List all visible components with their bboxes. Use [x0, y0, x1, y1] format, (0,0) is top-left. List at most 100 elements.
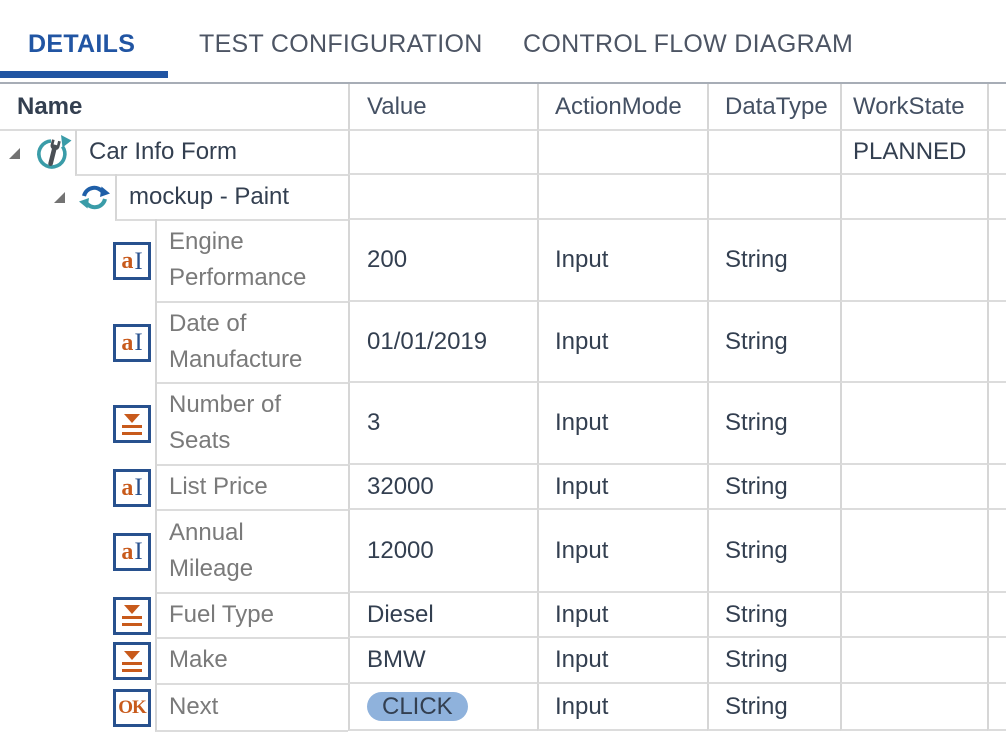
column-header-actionmode[interactable]: ActionMode: [537, 84, 707, 131]
tab-details[interactable]: DETAILS: [28, 30, 136, 58]
value-cell[interactable]: 12000: [348, 510, 537, 593]
workstate-cell[interactable]: [840, 593, 987, 638]
tab-test-configuration[interactable]: TEST CONFIGURATION: [199, 30, 483, 58]
value-cell[interactable]: BMW: [348, 638, 537, 684]
name-cell: mockup - Paint: [0, 174, 348, 221]
datatype-cell[interactable]: String: [707, 638, 840, 684]
spacer-cell: [987, 593, 1006, 638]
actionmode-cell[interactable]: Input: [537, 684, 707, 731]
actionmode-cell[interactable]: Input: [537, 220, 707, 302]
datatype-cell[interactable]: [707, 175, 840, 220]
workstate-cell[interactable]: [840, 684, 987, 731]
value-cell[interactable]: Diesel: [348, 593, 537, 638]
spacer-cell: [987, 638, 1006, 684]
workstate-cell[interactable]: [840, 465, 987, 510]
value-cell[interactable]: [348, 175, 537, 220]
spacer-cell: [987, 302, 1006, 383]
spacer-cell: [987, 684, 1006, 731]
workstate-cell[interactable]: [840, 510, 987, 593]
expand-collapse-icon[interactable]: [8, 147, 21, 160]
step-name-label: Date of Manufacture: [169, 309, 303, 373]
spacer-cell: [987, 220, 1006, 302]
table-row[interactable]: Car Info Form PLANNED: [0, 130, 1006, 176]
spacer-cell: [987, 175, 1006, 220]
workstate-cell[interactable]: [840, 302, 987, 383]
workstate-cell[interactable]: PLANNED: [840, 131, 987, 175]
datatype-cell[interactable]: String: [707, 510, 840, 593]
workstate-cell[interactable]: [840, 638, 987, 684]
expand-collapse-icon[interactable]: [53, 191, 66, 204]
spacer-cell: [987, 383, 1006, 465]
datatype-cell[interactable]: String: [707, 465, 840, 510]
refresh-icon: [77, 181, 112, 214]
name-cell: Number of Seats: [0, 382, 348, 466]
actionmode-cell[interactable]: Input: [537, 302, 707, 383]
column-header-value[interactable]: Value: [348, 84, 537, 131]
actionmode-cell[interactable]: Input: [537, 383, 707, 465]
datatype-cell[interactable]: String: [707, 302, 840, 383]
testcase-rework-icon: [35, 134, 72, 173]
column-header-workstate[interactable]: WorkState: [840, 84, 987, 131]
click-value-badge[interactable]: CLICK: [367, 692, 468, 721]
actionmode-cell[interactable]: Input: [537, 593, 707, 638]
step-name-label: Car Info Form: [89, 138, 238, 165]
dropdown-field-icon: [113, 642, 151, 680]
name-cell: Make: [0, 637, 348, 685]
table-row[interactable]: Fuel Type Diesel Input String: [0, 592, 1006, 639]
table-row[interactable]: OK Next CLICK Input String: [0, 683, 1006, 732]
name-cell: OK Next: [0, 683, 348, 732]
workstate-cell[interactable]: [840, 383, 987, 465]
value-cell[interactable]: 01/01/2019: [348, 302, 537, 383]
actionmode-cell[interactable]: [537, 131, 707, 175]
actionmode-cell[interactable]: Input: [537, 638, 707, 684]
table-row[interactable]: Number of Seats 3 Input String: [0, 382, 1006, 466]
value-cell[interactable]: 200: [348, 220, 537, 302]
datatype-cell[interactable]: String: [707, 220, 840, 302]
datatype-cell[interactable]: String: [707, 684, 840, 731]
dropdown-field-icon: [113, 596, 151, 635]
value-cell[interactable]: 32000: [348, 465, 537, 510]
step-name-label: Number of Seats: [169, 391, 282, 454]
value-cell[interactable]: CLICK: [348, 684, 537, 731]
value-cell[interactable]: [348, 131, 537, 175]
workstate-cell[interactable]: [840, 220, 987, 302]
name-cell: Car Info Form: [0, 130, 348, 176]
step-name-label: Next: [169, 692, 219, 720]
column-header-name[interactable]: Name: [0, 84, 348, 131]
column-header-spacer: [987, 84, 1006, 131]
ok-button-icon: OK: [113, 688, 151, 727]
actionmode-cell[interactable]: Input: [537, 465, 707, 510]
datatype-cell[interactable]: [707, 131, 840, 175]
table-row[interactable]: mockup - Paint: [0, 174, 1006, 221]
actionmode-cell[interactable]: [537, 175, 707, 220]
dropdown-field-icon: [113, 405, 151, 443]
tabbar-divider: [0, 82, 1006, 84]
datatype-cell[interactable]: String: [707, 593, 840, 638]
step-name-label: mockup - Paint: [129, 182, 290, 210]
datatype-cell[interactable]: String: [707, 383, 840, 465]
workstate-cell[interactable]: [840, 175, 987, 220]
table-row[interactable]: Make BMW Input String: [0, 637, 1006, 685]
column-header-datatype[interactable]: DataType: [707, 84, 840, 131]
tab-control-flow-diagram[interactable]: CONTROL FLOW DIAGRAM: [523, 30, 854, 58]
spacer-cell: [987, 131, 1006, 175]
value-cell[interactable]: 3: [348, 383, 537, 465]
actionmode-cell[interactable]: Input: [537, 510, 707, 593]
tab-bar: DETAILS TEST CONFIGURATION CONTROL FLOW …: [0, 0, 1006, 84]
active-tab-underline: [0, 71, 168, 78]
step-name-label: Fuel Type: [169, 600, 274, 628]
name-cell: Fuel Type: [0, 592, 348, 639]
